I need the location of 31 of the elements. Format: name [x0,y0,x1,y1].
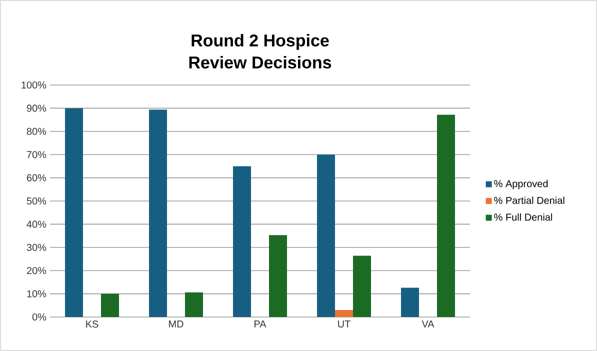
bar [353,256,372,317]
bar [101,294,119,317]
bar [335,310,353,317]
y-tick-label: 100% [22,81,46,89]
bar [65,108,83,317]
bar [149,110,167,317]
legend-label: % Full Denial [494,213,552,221]
y-tick-label: 70% [26,151,46,158]
chart-title: Round 2 Hospice Review Decisions [189,34,332,69]
x-tick-label: UT [338,320,350,328]
y-tick-label: 90% [26,104,46,112]
y-tick-label: 80% [26,128,46,135]
x-tick-label: KS [86,320,98,328]
x-tick-label: VA [422,320,434,328]
y-tick-label: 50% [26,197,46,205]
bar [437,114,456,317]
legend-label: % Partial Denial [494,196,564,204]
legend-label: % Approved [494,180,548,190]
y-tick-label: 0% [32,313,46,321]
x-tick-label: PA [254,320,266,328]
bar [233,166,251,317]
y-tick-label: 10% [27,290,46,298]
y-tick-label: 60% [26,174,46,182]
y-tick-label: 40% [26,220,46,228]
bar [269,235,287,317]
x-tick-label: MD [169,320,184,328]
bar [185,292,203,317]
bar [317,154,335,317]
y-tick-label: 20% [26,267,46,274]
bar [401,288,419,317]
y-tick-label: 30% [26,244,46,251]
